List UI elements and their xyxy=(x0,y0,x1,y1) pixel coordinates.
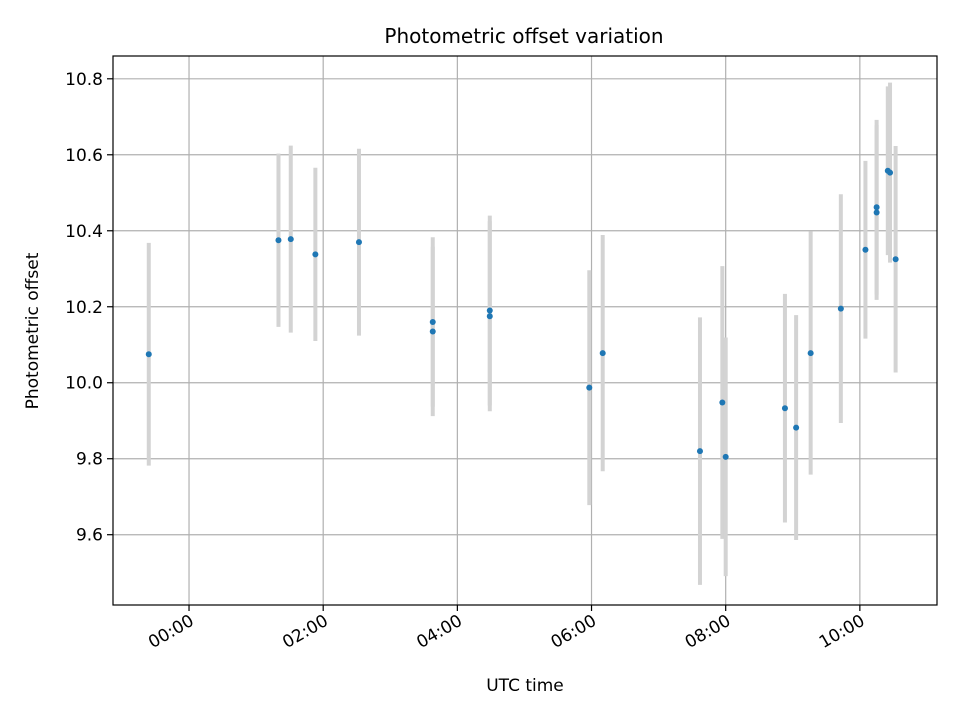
x-tick-label: 10:00 xyxy=(816,611,868,653)
data-point xyxy=(586,384,593,391)
data-point xyxy=(696,448,703,455)
data-point xyxy=(887,169,894,176)
data-point xyxy=(599,350,606,357)
y-tick-label: 10.2 xyxy=(65,298,103,318)
y-tick-label: 10.6 xyxy=(65,146,103,166)
x-axis-ticks: 00:00 02:00 04:00 06:00 08:00 10:00 xyxy=(145,605,868,653)
plot-frame xyxy=(112,55,938,606)
grid-lines xyxy=(113,56,937,605)
data-point xyxy=(862,246,869,253)
data-point xyxy=(429,318,436,325)
y-tick-label: 9.6 xyxy=(76,526,103,546)
data-point xyxy=(722,453,729,460)
y-tick-label: 10.8 xyxy=(65,70,103,90)
data-point xyxy=(837,305,844,312)
x-tick-label: 04:00 xyxy=(413,611,465,653)
data-point xyxy=(873,209,880,216)
y-axis-ticks: 9.6 9.8 10.0 10.2 10.4 10.6 10.8 xyxy=(65,70,113,546)
data-point xyxy=(355,239,362,246)
error-bars xyxy=(146,82,898,585)
data-point xyxy=(793,424,800,431)
data-point xyxy=(486,307,493,314)
x-tick-label: 06:00 xyxy=(548,611,600,653)
x-tick-label: 02:00 xyxy=(279,611,331,653)
y-axis-label: Photometric offset xyxy=(23,252,43,409)
data-point xyxy=(486,313,493,320)
data-points xyxy=(145,167,899,460)
data-point xyxy=(287,236,294,243)
data-point xyxy=(429,328,436,335)
data-point xyxy=(781,405,788,412)
data-point xyxy=(807,350,814,357)
x-tick-label: 08:00 xyxy=(682,611,734,653)
data-point xyxy=(719,399,726,406)
data-point xyxy=(312,251,319,258)
x-tick-label: 00:00 xyxy=(145,611,197,653)
chart-title: Photometric offset variation xyxy=(384,24,663,48)
data-point xyxy=(873,204,880,211)
y-tick-label: 10.4 xyxy=(65,222,103,242)
x-axis-label: UTC time xyxy=(486,676,564,696)
y-tick-label: 9.8 xyxy=(76,450,103,470)
data-point xyxy=(275,237,282,244)
data-point xyxy=(892,256,899,263)
y-tick-label: 10.0 xyxy=(65,374,103,394)
data-point xyxy=(145,351,152,358)
